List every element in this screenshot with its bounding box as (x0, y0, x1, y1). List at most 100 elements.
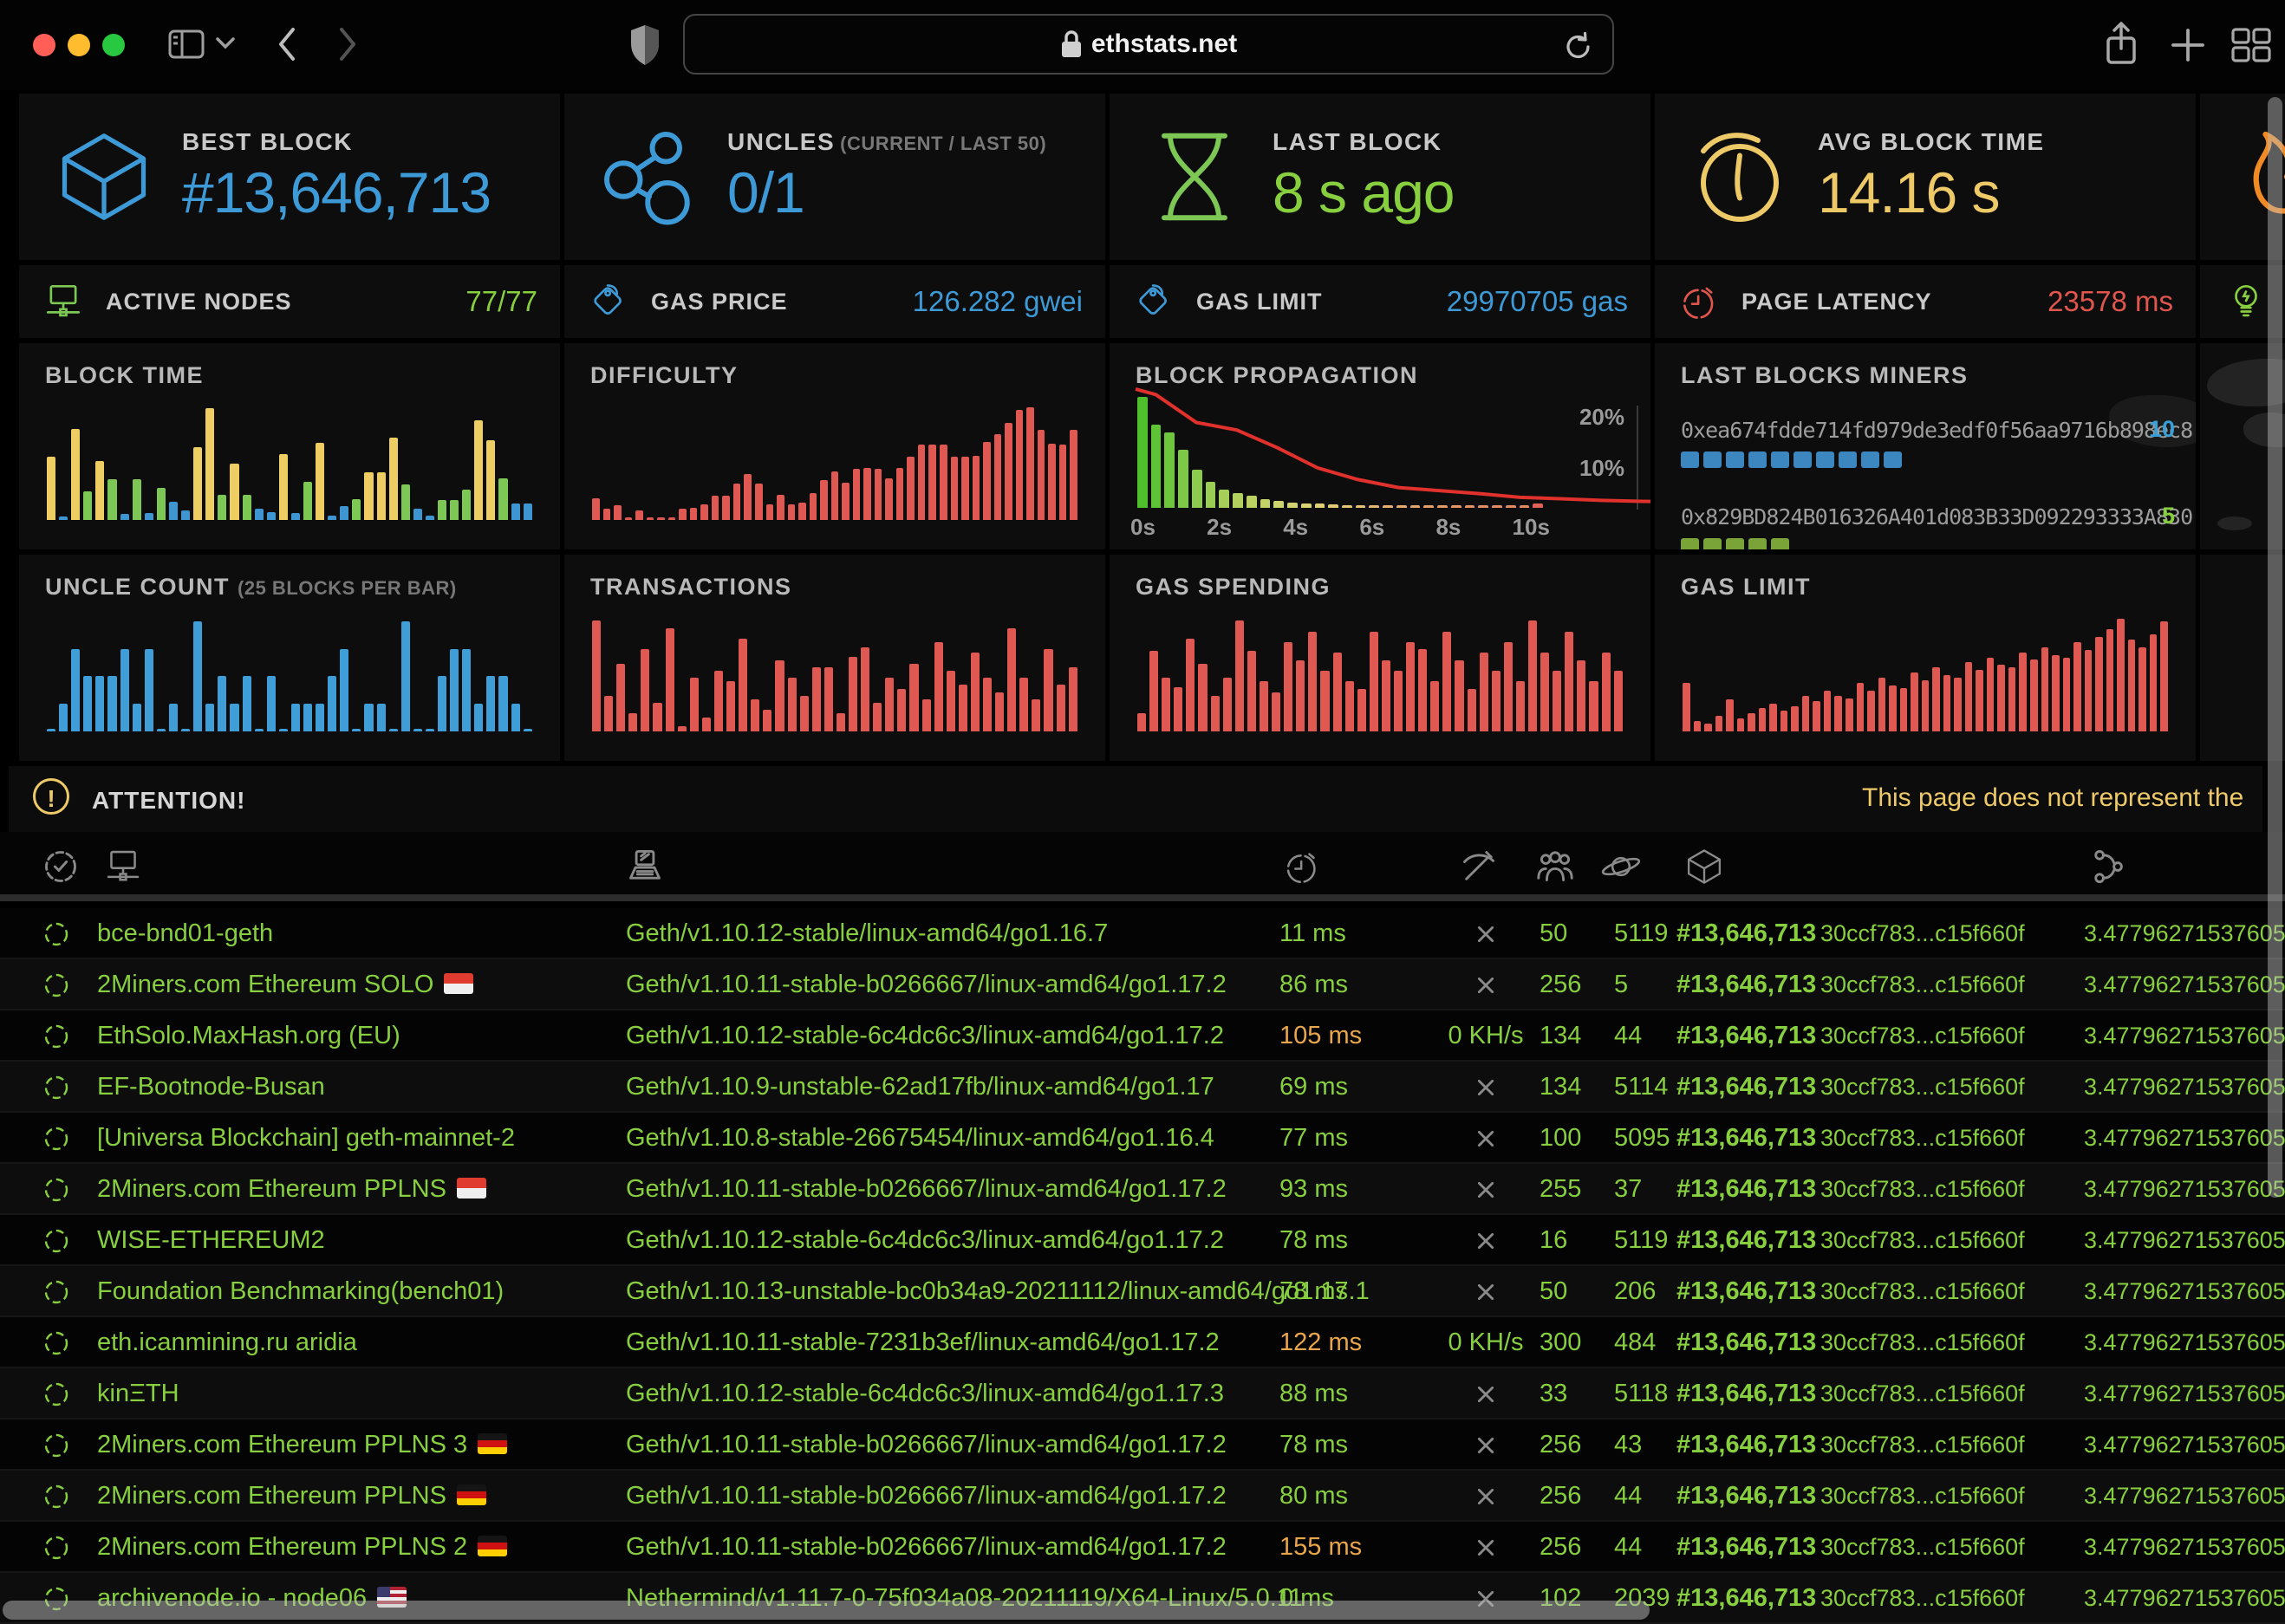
chart-bar (787, 678, 797, 731)
chart-bar (1442, 631, 1452, 731)
node-status-icon[interactable] (43, 1484, 69, 1510)
node-status-icon[interactable] (43, 1075, 69, 1101)
page-latency-value: 23578 ms (2047, 285, 2173, 317)
node-last-block: #13,646,713 (1676, 1482, 1817, 1510)
chevron-down-icon[interactable] (215, 36, 236, 50)
node-status-icon[interactable] (43, 1381, 69, 1407)
chart-bar (602, 509, 611, 520)
address-bar[interactable]: ethstats.net (683, 14, 1614, 75)
node-name: EthSolo.MaxHash.org (EU) (97, 1022, 400, 1049)
node-type: Geth/v1.10.11-stable-b0266667/linux-amd6… (626, 1533, 1227, 1561)
chart-bar (1503, 642, 1513, 731)
chart-bar (193, 620, 203, 731)
chart-bar (824, 666, 833, 731)
pending-icon[interactable] (1600, 848, 1642, 886)
chart-bar (1437, 505, 1448, 508)
chart-bar (1056, 685, 1065, 731)
node-status-icon[interactable] (43, 1279, 69, 1305)
table-row: 2Miners.com Ethereum PPLNS Geth/v1.10.11-… (0, 1471, 2285, 1522)
last-blocks-miners-title: LAST BLOCKS MINERS (1681, 362, 1969, 388)
node-status-icon[interactable] (43, 1023, 69, 1049)
block-square-icon (1726, 451, 1744, 468)
chart-bar (1601, 653, 1611, 731)
chart-bar (425, 729, 434, 731)
chart-bar (1589, 681, 1598, 731)
tab-overview-icon[interactable] (2230, 26, 2273, 64)
chart-bar (732, 484, 741, 520)
chart-bar (511, 503, 520, 520)
vertical-scrollbar[interactable] (2268, 97, 2282, 1198)
chart-bar (1383, 505, 1393, 508)
zoom-window-button[interactable] (102, 34, 125, 56)
uncle-count-bars (45, 610, 534, 731)
table-row: 2Miners.com Ethereum SOLO Geth/v1.10.11-s… (0, 959, 2285, 1010)
chart-bar (983, 442, 991, 520)
mining-icon[interactable] (1460, 848, 1498, 886)
node-total-difficulty: 3.477962715376051e+2 (2084, 1380, 2285, 1406)
node-last-block: #13,646,713 (1676, 1431, 1817, 1458)
uncles-value: 0/1 (727, 160, 805, 224)
chart-bar (328, 515, 337, 520)
node-total-difficulty: 3.477962715376051e+2 (2084, 1074, 2285, 1100)
node-total-difficulty: 3.477962715376051e+2 (2084, 1278, 2285, 1304)
forward-icon[interactable] (335, 24, 361, 64)
node-pending: 44 (1614, 1482, 1643, 1510)
sidebar-toggle-icon[interactable] (166, 26, 206, 62)
miner-item: 0xea674fdde714fd979de3edf0f56aa9716b898e… (1681, 416, 2193, 468)
gas-limit-panel: GAS LIMIT 29970705 gas (1110, 265, 1650, 338)
block-square-icon (1793, 451, 1812, 468)
block-propagation-chart: BLOCK PROPAGATION 20% 10% 0s 2s 4s 6s 8s 10s (1110, 343, 1650, 549)
horizontal-scrollbar[interactable] (3, 1601, 1650, 1620)
chart-bar (254, 729, 264, 731)
node-status-icon[interactable] (43, 1228, 69, 1254)
close-window-button[interactable] (33, 34, 55, 56)
node-status-icon[interactable] (43, 1432, 69, 1458)
node-icon[interactable] (104, 848, 142, 886)
peers-icon[interactable] (1534, 848, 1576, 886)
browser-toolbar: ethstats.net (0, 0, 2285, 90)
page-latency-panel: PAGE LATENCY 23578 ms (1655, 265, 2196, 338)
chart-bar (2084, 649, 2093, 731)
chart-bar (1396, 505, 1407, 508)
attention-bar: ! ATTENTION! This page does not represen… (9, 766, 2262, 832)
new-tab-icon[interactable] (2169, 26, 2207, 64)
node-type-icon[interactable] (626, 848, 664, 886)
node-status-icon[interactable] (43, 1535, 69, 1561)
not-mining-icon (1477, 926, 1494, 943)
minimize-window-button[interactable] (68, 34, 90, 56)
table-row: EF-Bootnode-Busan Geth/v1.10.9-unstable-6… (0, 1062, 2285, 1113)
not-mining-icon (1477, 1131, 1494, 1147)
node-peers: 256 (1540, 1482, 1582, 1510)
chart-bar (400, 484, 410, 520)
hashrate-panel-partial (2200, 94, 2285, 260)
nodes-table: bce-bnd01-geth Geth/v1.10.12-stable/linux… (0, 908, 2285, 1624)
status-check-icon[interactable] (42, 848, 80, 886)
chart-bar (1300, 503, 1312, 508)
shield-icon[interactable] (628, 23, 662, 68)
chart-bar (1533, 503, 1544, 508)
node-status-icon[interactable] (43, 921, 69, 947)
chart-bar (972, 455, 980, 520)
chart-bar (983, 678, 993, 731)
share-icon[interactable] (2102, 21, 2140, 69)
chart-bar (303, 704, 313, 731)
chart-bar (1845, 698, 1853, 731)
node-status-icon[interactable] (43, 1177, 69, 1203)
node-status-icon[interactable] (43, 1330, 69, 1356)
fork-icon[interactable] (2089, 848, 2127, 886)
chart-bar (2095, 636, 2103, 731)
chart-bar (1032, 698, 1041, 731)
chart-bar (303, 482, 313, 520)
reload-icon[interactable] (1562, 30, 1595, 63)
chart-bar (1246, 496, 1257, 508)
chart-bar (1026, 406, 1034, 520)
node-status-icon[interactable] (43, 1126, 69, 1152)
latency-icon[interactable] (1283, 848, 1321, 886)
back-icon[interactable] (274, 24, 300, 64)
chart-bar (1986, 657, 1995, 731)
chart-bar (950, 457, 959, 520)
node-status-icon[interactable] (43, 972, 69, 998)
chart-bar (689, 508, 698, 520)
chart-bar (290, 513, 300, 520)
last-block-icon[interactable] (1685, 848, 1723, 886)
